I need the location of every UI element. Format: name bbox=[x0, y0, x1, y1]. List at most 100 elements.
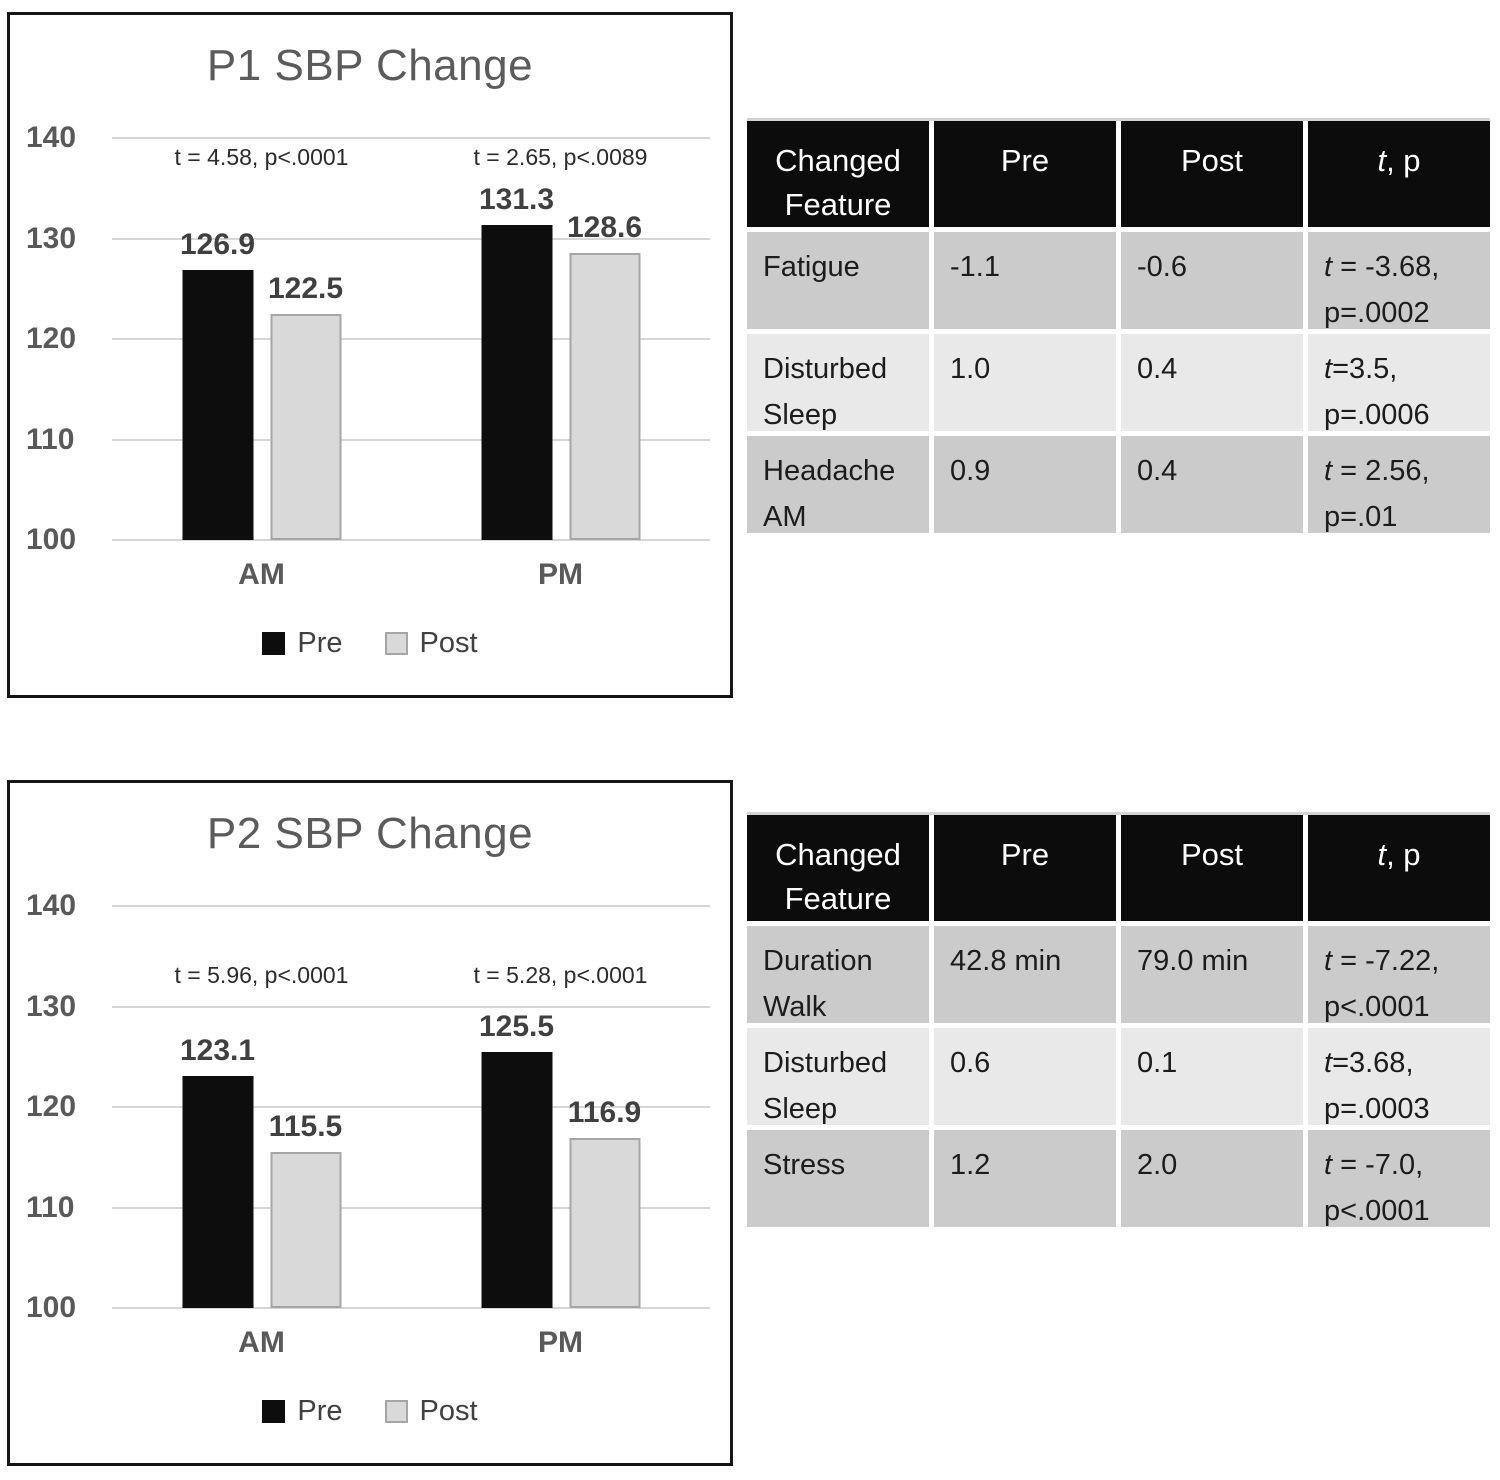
cell-feature: Fatigue bbox=[747, 232, 929, 329]
pre-bar bbox=[182, 1075, 253, 1308]
post-swatch-icon bbox=[384, 1400, 408, 1423]
legend: Pre Post bbox=[10, 627, 730, 660]
post-bar bbox=[569, 1138, 640, 1308]
legend-label: Pre bbox=[297, 1395, 343, 1427]
cell-post: 0.1 bbox=[1121, 1028, 1303, 1125]
post-bar bbox=[569, 252, 640, 540]
cell-stat: t=3.5, p=.0006 bbox=[1308, 334, 1490, 431]
cell-pre: 0.9 bbox=[934, 436, 1116, 533]
column-header-post: Post bbox=[1121, 815, 1303, 921]
legend-label: Post bbox=[419, 1395, 478, 1427]
bar-value-label: 115.5 bbox=[268, 1110, 343, 1144]
bar-wrap: 126.9 bbox=[179, 138, 256, 540]
cell-pre: 0.6 bbox=[934, 1028, 1116, 1125]
pre-swatch-icon bbox=[262, 1400, 286, 1423]
bar-value-label: 122.5 bbox=[267, 271, 344, 305]
pre-bar bbox=[481, 1051, 552, 1308]
column-header-tp: t, p bbox=[1308, 121, 1490, 227]
gridline bbox=[112, 338, 710, 340]
cell-feature: Disturbed Sleep bbox=[747, 334, 929, 431]
y-tick: 110 bbox=[26, 422, 75, 456]
bar-value-label: 131.3 bbox=[478, 183, 555, 217]
pre-swatch-icon bbox=[262, 632, 286, 655]
chart-title: P2 SBP Change bbox=[206, 809, 534, 858]
gridline bbox=[112, 1307, 710, 1309]
p1-sbp-chart: P1 SBP Change 140 130 120 110 100 t = 4.… bbox=[7, 12, 733, 698]
gridline bbox=[112, 905, 710, 907]
p2-sbp-chart: P2 SBP Change 140 130 120 110 100 t = 5.… bbox=[7, 780, 733, 1466]
gridline bbox=[112, 539, 710, 541]
bar-wrap: 115.5 bbox=[268, 906, 343, 1308]
bar-wrap: 131.3 bbox=[478, 138, 555, 540]
cell-pre: -1.1 bbox=[934, 232, 1116, 329]
y-axis: 140 130 120 110 100 bbox=[26, 121, 102, 556]
gridline bbox=[112, 1206, 710, 1209]
category-label-am: AM bbox=[238, 1326, 285, 1359]
cell-feature: Headache AM bbox=[747, 436, 929, 533]
column-header-feature: Changed Feature bbox=[747, 815, 929, 921]
cell-feature: Disturbed Sleep bbox=[747, 1028, 929, 1125]
cell-post: 0.4 bbox=[1121, 334, 1303, 431]
legend-label: Pre bbox=[297, 627, 343, 659]
bar-group-pm: 125.5 116.9 bbox=[478, 906, 642, 1308]
bar-value-label: 116.9 bbox=[567, 1096, 642, 1130]
post-bar bbox=[270, 1152, 341, 1308]
cell-pre: 42.8 min bbox=[934, 926, 1116, 1023]
stat-annotation-pm: t = 2.65, p<.0089 bbox=[473, 144, 648, 171]
bar-value-label: 125.5 bbox=[478, 1009, 555, 1043]
bar-value-label: 123.1 bbox=[179, 1033, 256, 1067]
category-label-pm: PM bbox=[538, 558, 583, 591]
cell-stat: t = -7.22, p<.0001 bbox=[1308, 926, 1490, 1023]
bar-group-am: 126.9 122.5 bbox=[179, 138, 344, 540]
post-bar bbox=[270, 313, 341, 540]
cell-stat: t = -3.68, p=.0002 bbox=[1308, 232, 1490, 329]
y-tick: 130 bbox=[26, 221, 77, 255]
cell-feature: Duration Walk bbox=[747, 926, 929, 1023]
plot-area: t = 5.96, p<.0001 t = 5.28, p<.0001 123.… bbox=[112, 905, 710, 1309]
pre-bar bbox=[182, 269, 253, 540]
chart-title: P1 SBP Change bbox=[206, 41, 534, 90]
p1-stats-table: Changed Feature Pre Post t, p Fatigue -1… bbox=[747, 118, 1490, 533]
column-header-tp: t, p bbox=[1308, 815, 1490, 921]
gridline bbox=[112, 1005, 710, 1008]
cell-pre: 1.0 bbox=[934, 334, 1116, 431]
y-tick: 100 bbox=[26, 1291, 77, 1324]
legend-item-post: Post bbox=[384, 627, 478, 660]
gridline bbox=[112, 1106, 710, 1108]
gridline bbox=[112, 438, 710, 441]
cell-stat: t=3.68, p=.0003 bbox=[1308, 1028, 1490, 1125]
p2-stats-table: Changed Feature Pre Post t, p Duration W… bbox=[747, 812, 1490, 1227]
cell-post: 0.4 bbox=[1121, 436, 1303, 533]
bar-group-pm: 131.3 128.6 bbox=[478, 138, 643, 540]
bar-wrap: 123.1 bbox=[179, 906, 256, 1308]
bar-wrap: 116.9 bbox=[567, 906, 642, 1308]
y-tick: 130 bbox=[26, 989, 77, 1023]
cell-stat: t = -7.0, p<.0001 bbox=[1308, 1130, 1490, 1227]
stat-annotation-am: t = 5.96, p<.0001 bbox=[174, 962, 349, 989]
stat-annotation-am: t = 4.58, p<.0001 bbox=[174, 144, 349, 171]
y-tick: 100 bbox=[26, 523, 77, 556]
cell-pre: 1.2 bbox=[934, 1130, 1116, 1227]
post-swatch-icon bbox=[384, 632, 408, 655]
bar-value-label: 126.9 bbox=[179, 227, 256, 261]
category-label-pm: PM bbox=[538, 1326, 583, 1359]
y-axis: 140 130 120 110 100 bbox=[26, 889, 102, 1324]
gridline bbox=[112, 137, 710, 139]
stat-annotation-pm: t = 5.28, p<.0001 bbox=[473, 962, 648, 989]
bar-value-label: 128.6 bbox=[566, 210, 643, 244]
y-tick: 140 bbox=[26, 889, 77, 922]
cell-post: 2.0 bbox=[1121, 1130, 1303, 1227]
y-tick: 110 bbox=[26, 1190, 75, 1224]
cell-post: 79.0 min bbox=[1121, 926, 1303, 1023]
y-tick: 140 bbox=[26, 121, 77, 154]
bar-group-am: 123.1 115.5 bbox=[179, 906, 343, 1308]
cell-stat: t = 2.56, p=.01 bbox=[1308, 436, 1490, 533]
column-header-pre: Pre bbox=[934, 121, 1116, 227]
legend-item-pre: Pre bbox=[262, 627, 343, 660]
legend: Pre Post bbox=[10, 1395, 730, 1428]
legend-item-pre: Pre bbox=[262, 1395, 343, 1428]
plot-area: t = 4.58, p<.0001 t = 2.65, p<.0089 126.… bbox=[112, 137, 710, 541]
pre-bar bbox=[481, 225, 552, 540]
category-label-am: AM bbox=[238, 558, 285, 591]
